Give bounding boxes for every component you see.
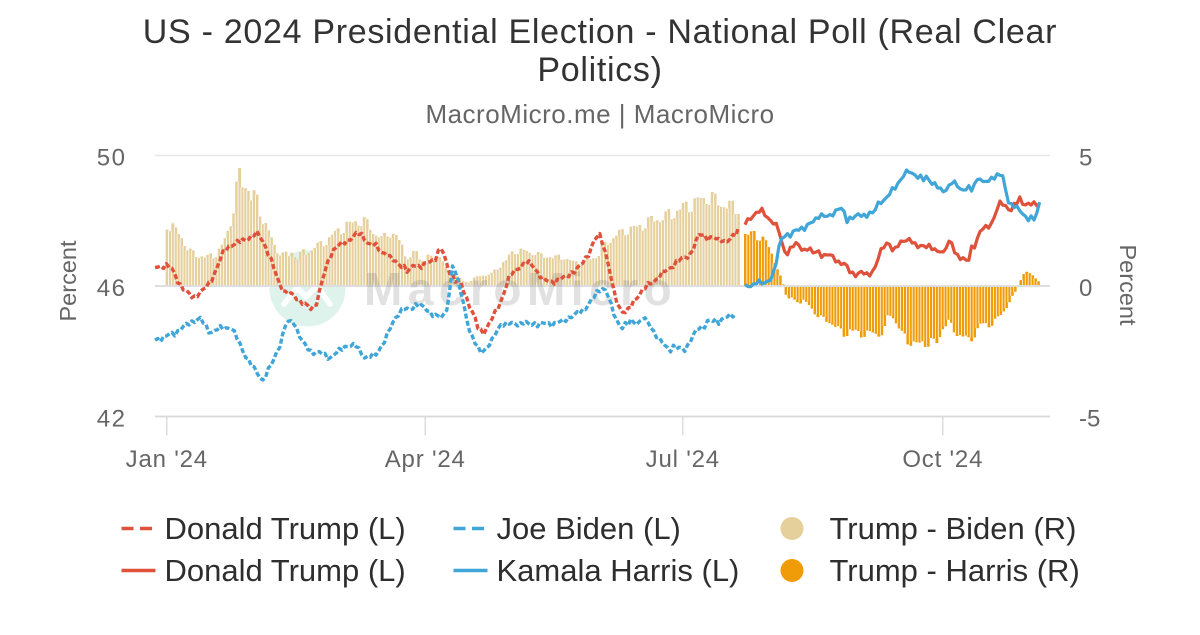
svg-text:42: 42 [97,406,127,433]
svg-text:MacroMicro.me | MacroMicro: MacroMicro.me | MacroMicro [425,99,774,129]
svg-text:Trump - Harris (R): Trump - Harris (R) [830,553,1080,588]
svg-text:Percent: Percent [1115,245,1141,326]
svg-text:46: 46 [97,275,127,302]
svg-text:50: 50 [97,145,127,172]
svg-text:Trump - Biden (R): Trump - Biden (R) [830,511,1077,546]
svg-text:-5: -5 [1079,406,1100,433]
svg-text:Apr '24: Apr '24 [385,446,466,473]
svg-text:Oct '24: Oct '24 [902,446,983,473]
svg-text:5: 5 [1079,145,1092,172]
svg-text:Joe Biden (L): Joe Biden (L) [497,511,681,546]
svg-text:Jan '24: Jan '24 [126,446,208,473]
svg-text:Percent: Percent [55,240,81,321]
svg-text:Jul '24: Jul '24 [646,446,720,473]
svg-text:0: 0 [1079,275,1092,302]
svg-text:Donald Trump (L): Donald Trump (L) [165,553,406,588]
svg-text:Donald Trump (L): Donald Trump (L) [165,511,406,546]
svg-text:Kamala Harris (L): Kamala Harris (L) [497,553,740,588]
svg-text:US - 2024 Presidential Electio: US - 2024 Presidential Election - Nation… [143,13,1057,51]
svg-text:Politics): Politics) [537,51,662,89]
